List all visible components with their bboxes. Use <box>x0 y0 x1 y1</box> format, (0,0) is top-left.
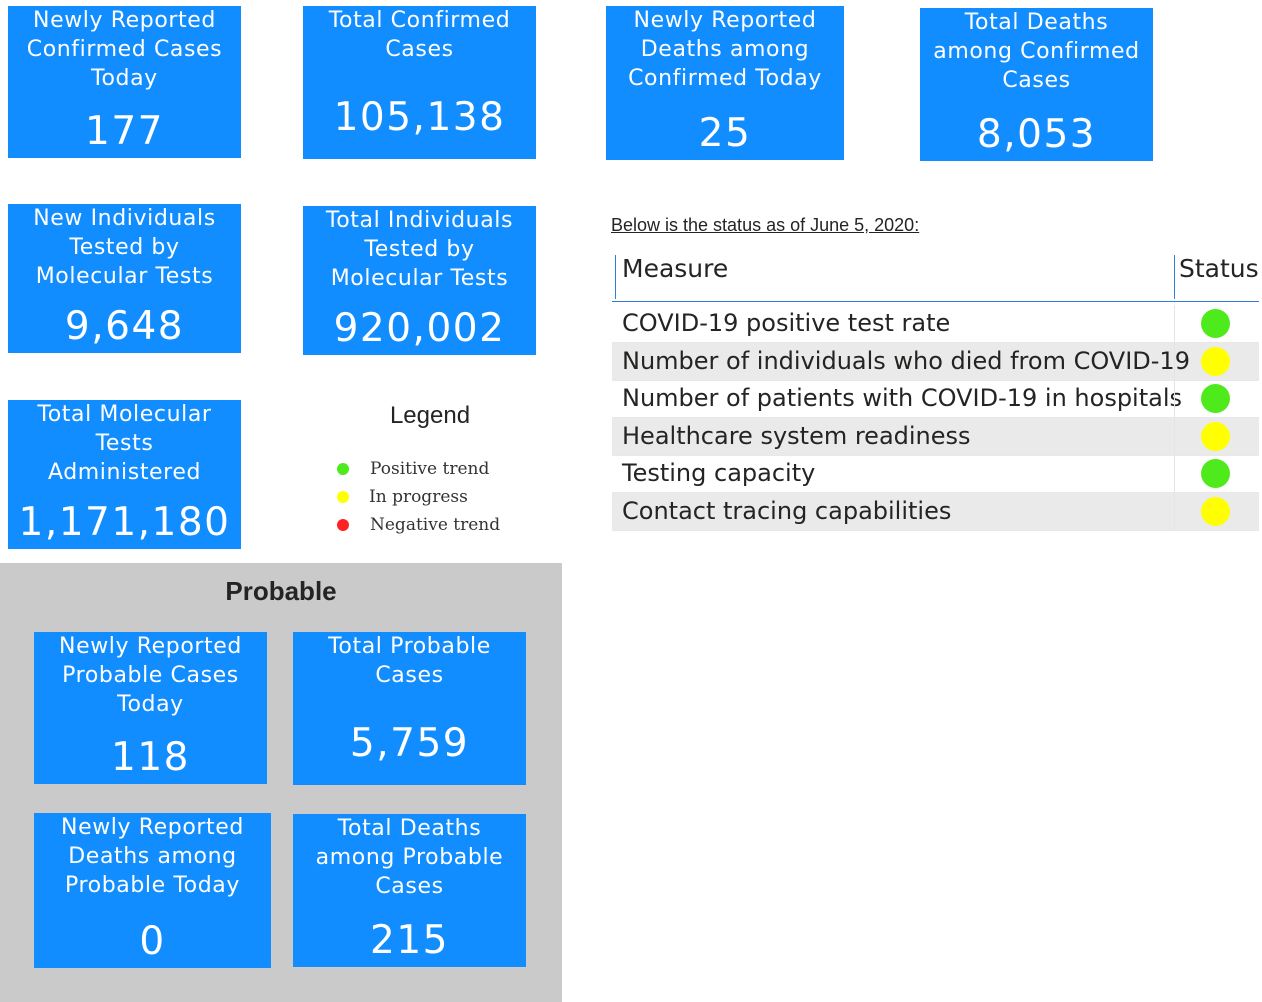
cell-divider <box>1174 493 1175 530</box>
card-value: 177 <box>85 109 164 154</box>
card-value: 25 <box>698 111 752 156</box>
card-label: Total Probable Cases <box>328 634 491 688</box>
red-dot-icon <box>337 519 349 531</box>
card-new-confirmed-deaths: Newly Reported Deaths among Confirmed To… <box>606 6 844 160</box>
table-row: Contact tracing capabilities <box>612 493 1259 531</box>
card-label: Newly Reported Deaths among Confirmed To… <box>628 8 822 91</box>
card-label: Newly Reported Deaths among Probable Tod… <box>61 815 244 898</box>
card-new-probable-deaths: Newly Reported Deaths among Probable Tod… <box>34 813 271 968</box>
card-label: Total Confirmed Cases <box>328 8 511 62</box>
card-label: Total Deaths among Probable Cases <box>315 816 504 899</box>
card-value: 105,138 <box>333 95 506 140</box>
card-value: 920,002 <box>333 306 506 351</box>
card-value: 9,648 <box>64 304 185 349</box>
card-new-probable-cases: Newly Reported Probable Cases Today 118 <box>34 632 267 784</box>
status-green-dot-icon <box>1201 309 1230 338</box>
measure-cell: COVID-19 positive test rate <box>622 309 951 337</box>
probable-title: Probable <box>225 576 337 606</box>
cell-divider <box>1174 455 1175 492</box>
status-yellow-dot-icon <box>1201 497 1230 526</box>
card-total-probable-cases: Total Probable Cases 5,759 <box>293 632 526 785</box>
header-divider <box>615 255 616 299</box>
measure-cell: Contact tracing capabilities <box>622 497 952 525</box>
card-label: Total Molecular Tests Administered <box>37 402 212 485</box>
card-total-confirmed-deaths: Total Deaths among Confirmed Cases 8,053 <box>920 8 1153 161</box>
card-total-probable-deaths: Total Deaths among Probable Cases 215 <box>293 814 526 967</box>
legend-label: Positive trend <box>370 459 490 479</box>
column-header-measure[interactable]: Measure <box>622 254 729 283</box>
table-row: Number of patients with COVID-19 in hosp… <box>612 380 1259 418</box>
card-value: 8,053 <box>976 112 1097 157</box>
card-total-individuals-tested: Total Individuals Tested by Molecular Te… <box>303 206 536 355</box>
yellow-dot-icon <box>337 491 349 503</box>
card-label: Total Individuals Tested by Molecular Te… <box>325 208 514 291</box>
legend-label: In progress <box>369 487 468 507</box>
status-yellow-dot-icon <box>1201 422 1230 451</box>
card-value: 0 <box>139 919 166 964</box>
card-label: New Individuals Tested by Molecular Test… <box>33 206 216 289</box>
card-new-confirmed-cases: Newly Reported Confirmed Cases Today 177 <box>8 6 241 158</box>
legend-title: Legend <box>389 402 471 429</box>
table-header: Measure Status <box>612 253 1259 302</box>
status-table: Measure Status COVID-19 positive test ra… <box>612 253 1259 531</box>
card-label: Newly Reported Probable Cases Today <box>59 634 242 717</box>
green-dot-icon <box>337 463 349 475</box>
measure-cell: Healthcare system readiness <box>622 422 971 450</box>
column-header-status[interactable]: Status <box>1179 254 1259 283</box>
card-label: Total Deaths among Confirmed Cases <box>933 10 1140 93</box>
measure-cell: Number of patients with COVID-19 in hosp… <box>622 384 1183 412</box>
status-caption: Below is the status as of June 5, 2020: <box>611 215 920 235</box>
cell-divider <box>1174 343 1175 380</box>
cell-divider <box>1174 380 1175 417</box>
legend-label: Negative trend <box>370 515 501 535</box>
card-value: 118 <box>111 735 190 780</box>
card-value: 1,171,180 <box>18 500 231 545</box>
measure-cell: Number of individuals who died from COVI… <box>622 347 1190 375</box>
card-label: Newly Reported Confirmed Cases Today <box>26 8 223 91</box>
card-new-individuals-tested: New Individuals Tested by Molecular Test… <box>8 204 241 353</box>
card-value: 215 <box>370 918 449 963</box>
cell-divider <box>1174 418 1175 455</box>
table-row: Number of individuals who died from COVI… <box>612 343 1259 381</box>
card-total-confirmed-cases: Total Confirmed Cases 105,138 <box>303 6 536 159</box>
table-row: COVID-19 positive test rate <box>612 305 1259 343</box>
status-green-dot-icon <box>1201 459 1230 488</box>
cell-divider <box>1174 305 1175 342</box>
table-row: Testing capacity <box>612 455 1259 493</box>
card-total-molecular-tests: Total Molecular Tests Administered 1,171… <box>8 400 241 549</box>
header-divider <box>1174 255 1175 299</box>
measure-cell: Testing capacity <box>622 459 816 487</box>
status-green-dot-icon <box>1201 384 1230 413</box>
table-row: Healthcare system readiness <box>612 418 1259 456</box>
status-yellow-dot-icon <box>1201 347 1230 376</box>
card-value: 5,759 <box>349 721 470 766</box>
